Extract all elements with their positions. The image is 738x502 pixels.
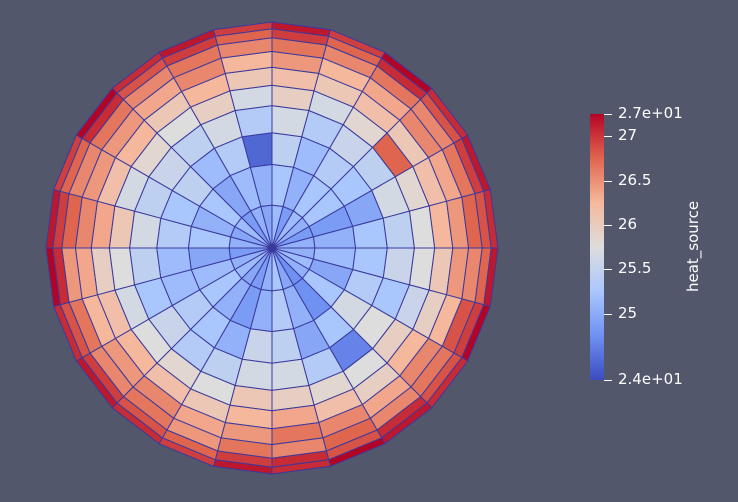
colorbar-tick-mark — [604, 269, 612, 270]
colorbar-tick-label: 26.5 — [618, 171, 652, 189]
colorbar-tick-mark — [604, 380, 612, 381]
mesh-cell — [212, 21, 273, 37]
colorbar-tick-label: 2.4e+01 — [618, 370, 683, 388]
colorbar-gradient — [590, 114, 604, 380]
colorbar-tick-label: 26 — [618, 215, 638, 233]
colorbar-tick-label: 25.5 — [618, 259, 652, 277]
colorbar-tick-mark — [604, 114, 612, 115]
colorbar-tick-mark — [604, 136, 612, 137]
colorbar-tick-label: 27 — [618, 126, 638, 144]
colorbar-tick-mark — [604, 181, 612, 182]
colorbar-title: heat_source — [684, 200, 702, 292]
colorbar-tick-label: 2.7e+01 — [618, 104, 683, 122]
colorbar-tick-mark — [604, 314, 612, 315]
colorbar-tick-label: 25 — [618, 304, 638, 322]
colorbar — [590, 114, 604, 380]
colorbar-tick-mark — [604, 225, 612, 226]
